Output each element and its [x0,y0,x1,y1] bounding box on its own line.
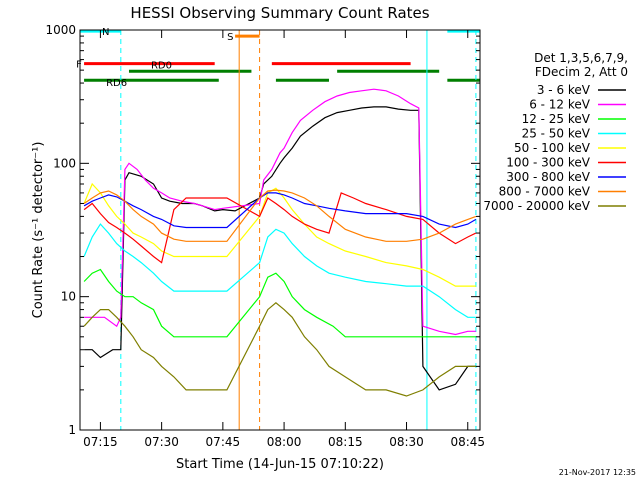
y-axis-ticks: 1 10 100 1000 [45,23,480,437]
x-tick-label: 07:30 [144,435,179,449]
legend-label: 300 - 800 keV [506,170,590,184]
x-tick-label: 08:45 [450,435,485,449]
timestamp-footer: 21-Nov-2017 12:35 [559,468,636,477]
x-tick-label: 08:15 [328,435,363,449]
flag-label-rd6: RD6 [106,78,127,89]
x-axis-ticks: 07:15 07:30 07:45 08:00 08:15 08:30 08:45 [83,30,485,449]
legend-label: 12 - 25 keV [522,112,591,126]
event-markers [120,30,477,430]
x-tick-label: 07:45 [206,435,241,449]
legend-header-line-1: Det 1,3,5,6,7,9, [534,51,628,65]
series-line-3 [83,223,476,318]
x-tick-label: 07:15 [83,435,118,449]
x-tick-label: 08:00 [267,435,302,449]
legend-header-line-2: FDecim 2, Att 0 [535,65,628,79]
legend-label: 3 - 6 keV [537,83,591,97]
plot-frame [79,29,481,431]
flag-label-s: S [227,32,233,43]
legend-label: 7000 - 20000 keV [483,199,590,213]
series-line-1 [84,88,476,336]
y-tick-label: 1 [68,423,76,437]
x-axis-label: Start Time (14-Jun-15 07:10:22) [176,457,384,472]
count-rate-series [83,88,477,397]
series-line-2 [83,268,476,338]
series-line-0 [84,106,476,391]
series-line-5 [83,192,477,264]
legend-label: 50 - 100 keV [514,141,591,155]
series-line-6 [83,192,477,229]
series-line-8 [83,302,476,397]
legend-label: 800 - 7000 keV [499,185,591,199]
legend-label: 100 - 300 keV [506,156,590,170]
flag-label-rd0: RD0 [151,60,172,71]
series-line-4 [83,182,476,287]
x-tick-label: 08:30 [389,435,424,449]
flag-label-n: N [102,27,109,38]
y-axis-label: Count Rate (s⁻¹ detector⁻¹) [31,142,46,319]
y-tick-label: 100 [53,156,76,170]
y-tick-label: 1000 [45,23,76,37]
series-line-7 [83,189,477,242]
legend-label: 25 - 50 keV [522,127,591,141]
flag-label-f: F [76,60,82,71]
legend-label: 6 - 12 keV [529,98,591,112]
observing-flags: N F RD0 RD6 S [76,27,480,89]
y-tick-label: 10 [61,290,76,304]
chart-title: HESSI Observing Summary Count Rates [130,4,429,22]
